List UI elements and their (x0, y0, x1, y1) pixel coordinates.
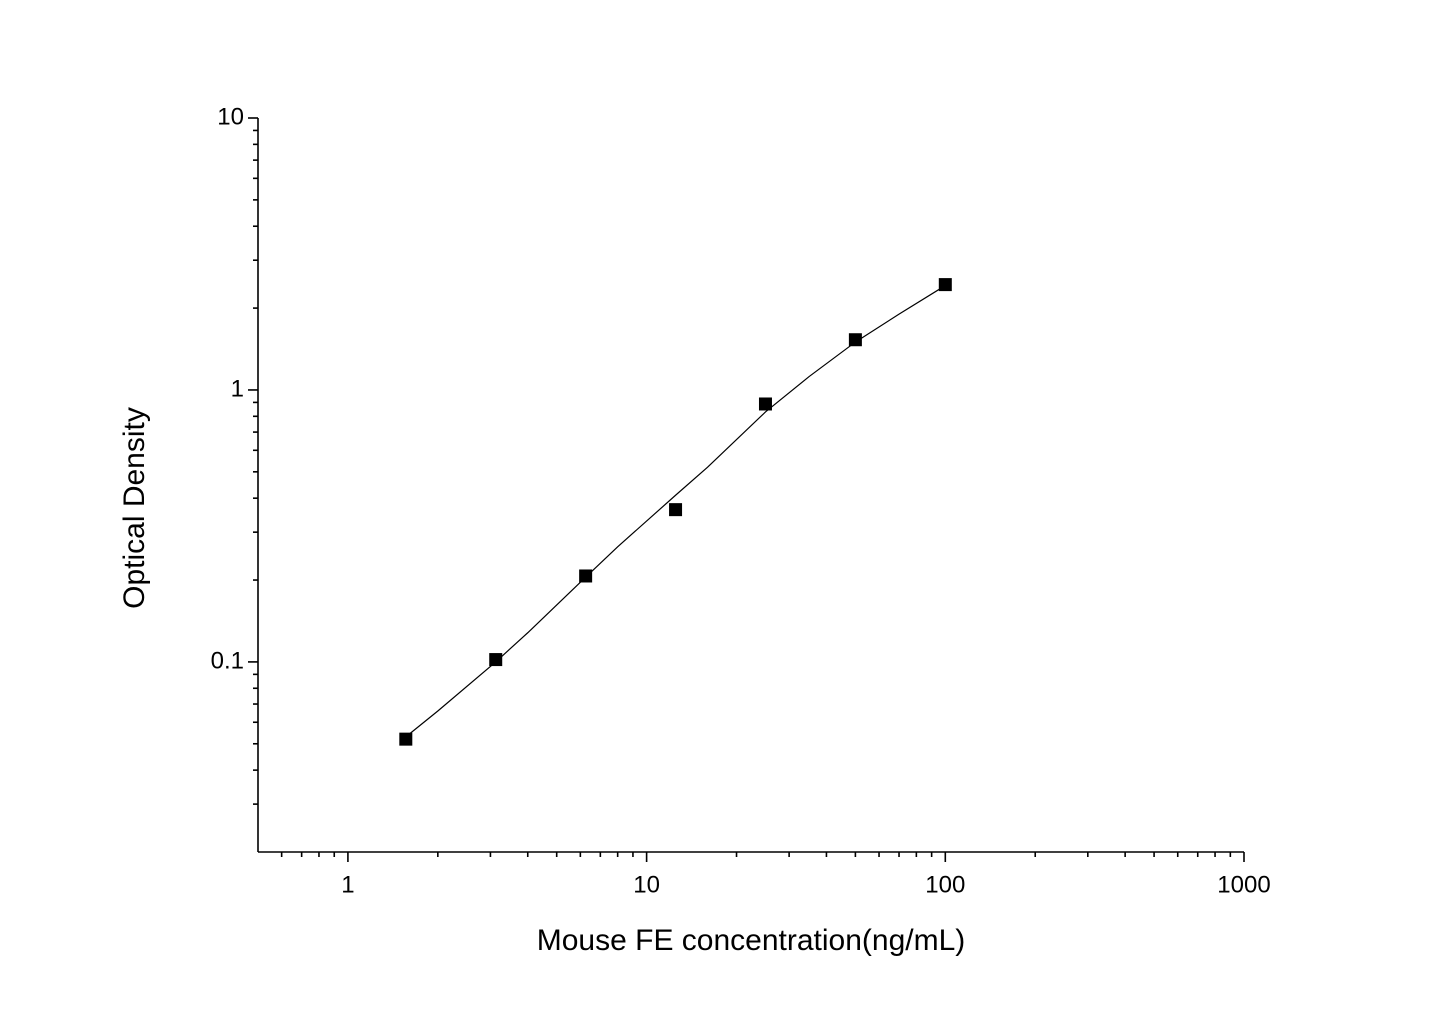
x-tick-label: 1000 (1217, 871, 1270, 898)
data-point (938, 278, 952, 292)
data-point (579, 569, 593, 583)
data-point (669, 503, 683, 517)
data-point (489, 653, 503, 667)
x-axis-title: Mouse FE concentration(ng/mL) (537, 924, 966, 957)
data-point (399, 732, 413, 746)
y-tick-label: 0.1 (211, 647, 244, 674)
y-tick-label: 10 (217, 103, 244, 130)
x-tick-label: 10 (633, 871, 660, 898)
data-point (848, 333, 862, 347)
x-tick-label: 100 (925, 871, 965, 898)
data-point (758, 397, 772, 411)
y-tick-label: 1 (231, 375, 244, 402)
x-tick-label: 1 (341, 871, 354, 898)
y-axis-title: Optical Density (118, 407, 151, 609)
